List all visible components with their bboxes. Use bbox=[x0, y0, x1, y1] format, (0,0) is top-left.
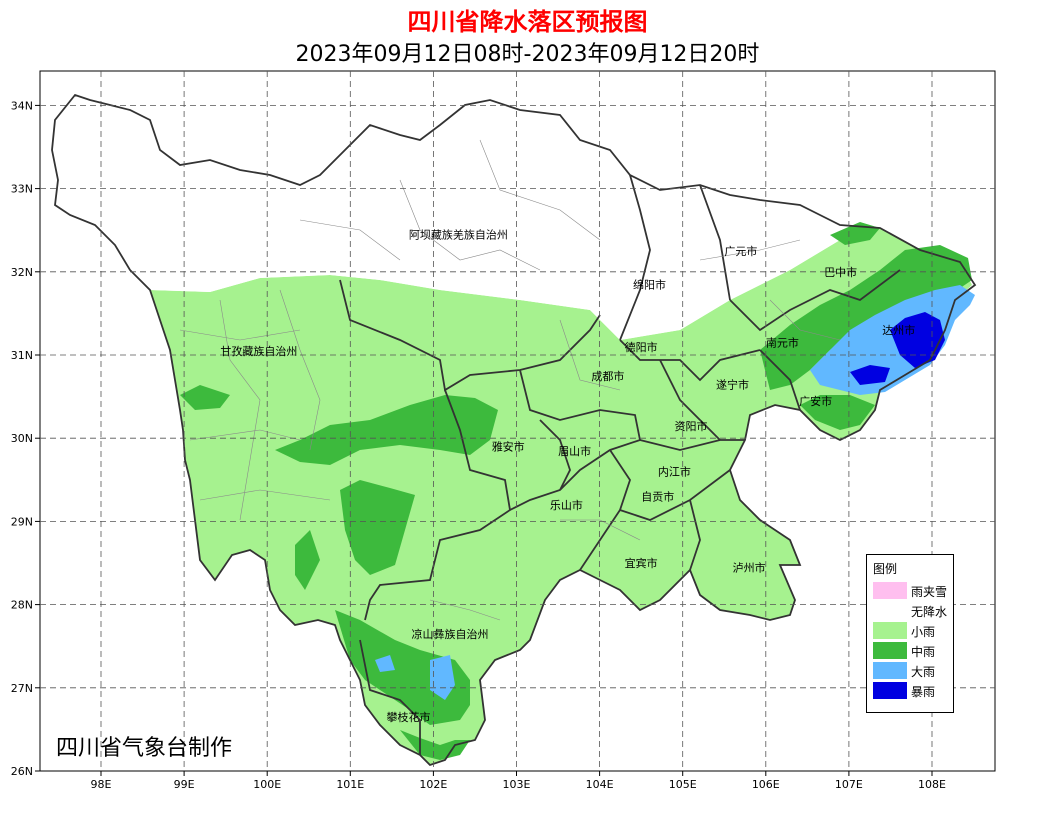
legend-swatch bbox=[873, 622, 907, 639]
heavy-rain-area bbox=[375, 285, 975, 700]
legend-item: 暴雨 bbox=[873, 682, 953, 700]
legend-item: 小雨 bbox=[873, 622, 953, 640]
city-label: 遂宁市 bbox=[716, 377, 749, 391]
legend: 图例 雨夹雪无降水小雨中雨大雨暴雨 bbox=[866, 554, 954, 713]
city-label: 绵阳市 bbox=[633, 277, 666, 291]
legend-label: 雨夹雪 bbox=[911, 585, 948, 599]
legend-item: 无降水 bbox=[873, 602, 953, 620]
legend-swatch bbox=[873, 642, 907, 659]
county-boundaries bbox=[179, 139, 841, 621]
legend-title: 图例 bbox=[873, 562, 898, 576]
lon-tick-label: 99E bbox=[174, 778, 195, 791]
rainstorm-area bbox=[850, 312, 945, 385]
lat-tick-label: 33N bbox=[11, 183, 33, 196]
lon-tick-label: 102E bbox=[419, 778, 447, 791]
city-label: 雅安市 bbox=[492, 440, 525, 454]
city-label: 甘孜藏族自治州 bbox=[220, 344, 297, 358]
lat-tick-label: 32N bbox=[11, 266, 33, 279]
lat-tick-label: 30N bbox=[11, 432, 33, 445]
city-label: 内江市 bbox=[658, 465, 691, 479]
legend-swatch bbox=[873, 662, 907, 679]
city-label: 宜宾市 bbox=[625, 556, 658, 570]
lat-tick-label: 31N bbox=[11, 349, 33, 362]
moderate-rain-area bbox=[180, 222, 972, 760]
city-label: 德阳市 bbox=[625, 340, 658, 354]
legend-label: 小雨 bbox=[911, 625, 936, 639]
legend-swatch bbox=[873, 682, 907, 699]
legend-label: 暴雨 bbox=[911, 685, 936, 699]
producer-credit: 四川省气象台制作 bbox=[56, 736, 233, 761]
legend-item: 大雨 bbox=[873, 662, 953, 680]
city-label: 自贡市 bbox=[641, 490, 674, 504]
lon-tick-label: 98E bbox=[91, 778, 112, 791]
city-label: 资阳市 bbox=[675, 419, 708, 433]
lat-tick-label: 29N bbox=[11, 515, 33, 528]
legend-item: 雨夹雪 bbox=[873, 582, 953, 600]
city-label: 攀枝花市 bbox=[386, 710, 430, 724]
city-label: 凉山彝族自治州 bbox=[412, 627, 489, 641]
lon-tick-label: 103E bbox=[503, 778, 531, 791]
city-label: 广元市 bbox=[724, 244, 757, 258]
forecast-period: 2023年09月12日08时-2023年09月12日20时 bbox=[295, 42, 760, 67]
lat-tick-label: 28N bbox=[11, 599, 33, 612]
city-label: 广安市 bbox=[799, 394, 832, 408]
city-label: 巴中市 bbox=[824, 265, 857, 279]
city-label: 成都市 bbox=[591, 369, 624, 383]
map-title: 四川省降水落区预报图 bbox=[407, 8, 648, 36]
legend-swatch bbox=[873, 602, 907, 619]
city-label: 乐山市 bbox=[550, 498, 583, 512]
lon-tick-label: 108E bbox=[918, 778, 946, 791]
lon-tick-label: 104E bbox=[586, 778, 614, 791]
axis-labels: 98E 99E 100E 101E 102E 103E 104E 105E 106E 107E 10… bbox=[11, 99, 946, 791]
legend-label: 无降水 bbox=[911, 605, 948, 619]
city-label: 达州市 bbox=[882, 323, 915, 337]
city-label: 阿坝藏族羌族自治州 bbox=[409, 228, 508, 242]
lat-tick-label: 26N bbox=[11, 765, 33, 778]
lon-tick-label: 105E bbox=[669, 778, 697, 791]
lat-lon-grid bbox=[40, 71, 995, 771]
legend-label: 大雨 bbox=[911, 665, 936, 679]
legend-label: 中雨 bbox=[911, 645, 936, 659]
lon-tick-label: 100E bbox=[253, 778, 281, 791]
lat-tick-label: 27N bbox=[11, 682, 33, 695]
legend-item: 中雨 bbox=[873, 642, 953, 660]
legend-swatch bbox=[873, 582, 907, 599]
city-label: 眉山市 bbox=[558, 444, 591, 458]
city-label: 南元市 bbox=[766, 336, 799, 350]
lon-tick-label: 106E bbox=[752, 778, 780, 791]
lon-tick-label: 107E bbox=[835, 778, 863, 791]
lon-tick-label: 101E bbox=[336, 778, 364, 791]
lat-tick-label: 34N bbox=[11, 99, 33, 112]
city-label: 泸州市 bbox=[733, 560, 766, 574]
